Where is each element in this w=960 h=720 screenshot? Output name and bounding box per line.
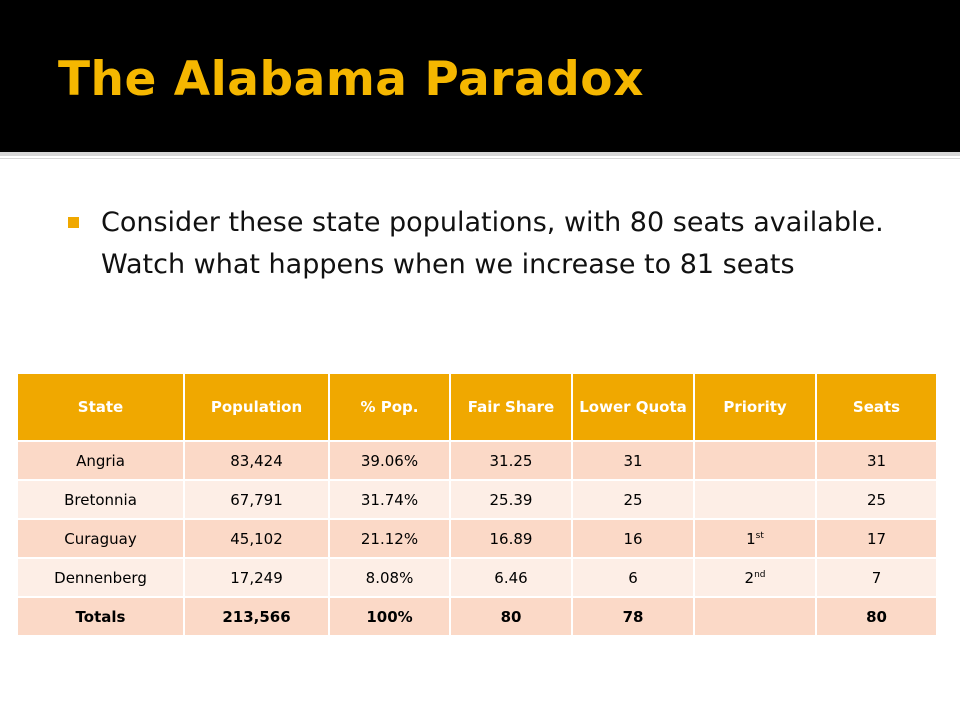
cell-totals-label: Totals xyxy=(18,596,185,635)
column-header-lower-quota: Lower Quota xyxy=(572,374,695,441)
cell-total-pct-pop: 100% xyxy=(329,596,451,635)
priority-number: 2 xyxy=(744,568,755,587)
table-row: Dennenberg 17,249 8.08% 6.46 6 2nd 7 xyxy=(18,557,936,597)
cell-pct-pop: 8.08% xyxy=(329,557,451,597)
cell-total-lower-quota: 78 xyxy=(572,596,695,635)
cell-priority xyxy=(694,440,817,480)
priority-suffix: st xyxy=(755,530,764,541)
cell-lower-quota: 16 xyxy=(572,518,695,558)
cell-population: 83,424 xyxy=(184,440,330,480)
cell-total-population: 213,566 xyxy=(184,596,330,635)
priority-suffix: nd xyxy=(754,569,766,580)
cell-population: 45,102 xyxy=(184,518,330,558)
cell-fair-share: 6.46 xyxy=(450,557,573,597)
cell-lower-quota: 25 xyxy=(572,479,695,519)
table-row: Angria 83,424 39.06% 31.25 31 31 xyxy=(18,440,936,480)
cell-fair-share: 31.25 xyxy=(450,440,573,480)
cell-pct-pop: 39.06% xyxy=(329,440,451,480)
slide-title: The Alabama Paradox xyxy=(58,52,644,107)
table-row: Curaguay 45,102 21.12% 16.89 16 1st 17 xyxy=(18,518,936,558)
table-row: Bretonnia 67,791 31.74% 25.39 25 25 xyxy=(18,479,936,519)
cell-state: Dennenberg xyxy=(18,557,185,597)
column-header-priority: Priority xyxy=(694,374,817,441)
priority-number: 1 xyxy=(746,529,756,548)
table-totals-row: Totals 213,566 100% 80 78 80 xyxy=(18,596,936,635)
column-header-state: State xyxy=(18,374,185,441)
cell-fair-share: 16.89 xyxy=(450,518,573,558)
column-header-fair-share: Fair Share xyxy=(450,374,573,441)
cell-total-fair-share: 80 xyxy=(450,596,573,635)
cell-lower-quota: 6 xyxy=(572,557,695,597)
column-header-pct-pop: % Pop. xyxy=(329,374,451,441)
cell-state: Curaguay xyxy=(18,518,185,558)
column-header-seats: Seats xyxy=(816,374,936,441)
cell-state: Angria xyxy=(18,440,185,480)
cell-total-seats: 80 xyxy=(816,596,936,635)
apportionment-table: State Population % Pop. Fair Share Lower… xyxy=(18,374,936,635)
cell-priority: 1st xyxy=(694,518,817,558)
title-bar: The Alabama Paradox xyxy=(0,0,960,152)
cell-lower-quota: 31 xyxy=(572,440,695,480)
cell-pct-pop: 31.74% xyxy=(329,479,451,519)
cell-seats: 7 xyxy=(816,557,936,597)
bullet-point: Consider these state populations, with 8… xyxy=(68,202,918,286)
cell-seats: 25 xyxy=(816,479,936,519)
cell-population: 17,249 xyxy=(184,557,330,597)
cell-priority xyxy=(694,479,817,519)
cell-seats: 17 xyxy=(816,518,936,558)
divider-line-thin xyxy=(0,158,960,159)
cell-pct-pop: 21.12% xyxy=(329,518,451,558)
cell-seats: 31 xyxy=(816,440,936,480)
column-header-population: Population xyxy=(184,374,330,441)
cell-state: Bretonnia xyxy=(18,479,185,519)
bullet-text: Consider these state populations, with 8… xyxy=(101,207,884,280)
square-bullet-icon xyxy=(68,217,79,228)
cell-population: 67,791 xyxy=(184,479,330,519)
table-header-row: State Population % Pop. Fair Share Lower… xyxy=(18,374,936,441)
cell-fair-share: 25.39 xyxy=(450,479,573,519)
divider-line xyxy=(0,152,960,156)
cell-total-priority xyxy=(694,596,817,635)
cell-priority: 2nd xyxy=(694,557,817,597)
